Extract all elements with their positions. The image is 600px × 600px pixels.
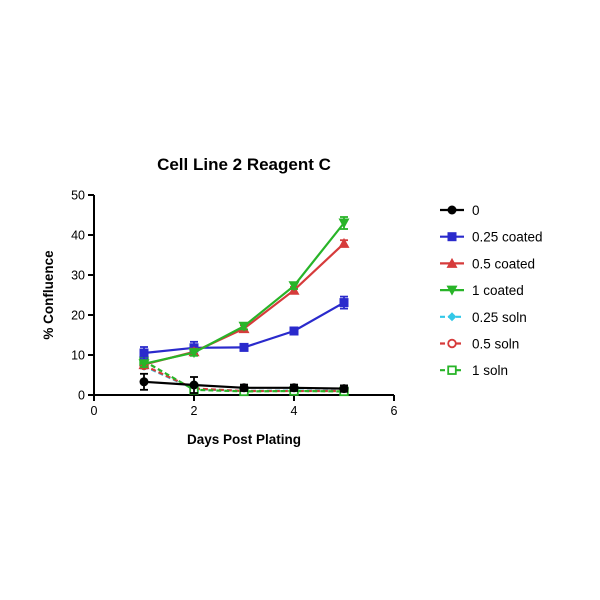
series-layer [138,216,350,397]
data-point [338,237,350,248]
data-point [138,359,150,370]
data-point [339,298,349,308]
y-tick-label: 40 [71,229,85,243]
data-point [288,281,300,292]
data-point [239,383,249,393]
legend-marker [447,312,457,322]
legend-marker [447,338,457,349]
legend-item-1-coated: 1 coated [440,283,524,298]
data-point [139,377,149,387]
series-1-coated [138,216,350,370]
y-tick-label: 30 [71,269,85,283]
y-tick-label: 50 [71,189,85,203]
legend-marker [446,257,458,268]
legend: 0 0.25 coated 0.5 coated 1 coated 0.25 soln 0… [440,203,543,378]
data-point [238,321,250,332]
data-point [339,384,349,394]
legend-item-1-soln: 1 soln [440,363,508,378]
series-0-25-coated [139,295,349,360]
legend-marker [446,285,458,296]
legend-label: 0 [472,203,480,218]
y-tick-label: 10 [71,349,85,363]
legend-label: 0.25 soln [472,310,527,325]
series-0 [139,372,349,394]
legend-item-0-25-coated: 0.25 coated [440,230,543,245]
legend-label: 1 soln [472,363,508,378]
legend-marker [447,232,457,242]
y-tick-label: 20 [71,309,85,323]
data-point [139,348,149,358]
data-point [188,348,200,359]
y-axis-label: % Confluence [41,250,56,340]
axes: 0 10 20 30 40 50 0 2 4 6 [71,189,397,419]
data-point [338,218,350,229]
x-tick-label: 0 [91,404,98,418]
legend-label: 0.5 coated [472,256,535,271]
series-line [143,222,345,365]
x-tick-label: 6 [391,404,398,418]
legend-item-0-5-coated: 0.5 coated [440,256,535,271]
legend-marker [447,205,457,215]
x-tick-label: 2 [191,404,198,418]
x-tick-label: 4 [291,404,298,418]
legend-item-0-5-soln: 0.5 soln [440,337,519,352]
data-point [189,380,199,390]
legend-item-0-25-soln: 0.25 soln [440,310,527,325]
chart-title: Cell Line 2 Reagent C [157,155,331,174]
legend-marker [447,365,457,375]
legend-item-0: 0 [440,203,480,218]
data-point [239,342,249,352]
y-tick-label: 0 [78,389,85,403]
data-point [289,383,299,393]
x-axis-label: Days Post Plating [187,432,301,447]
legend-label: 0.25 coated [472,230,543,245]
legend-label: 1 coated [472,283,524,298]
data-point [289,326,299,336]
legend-label: 0.5 soln [472,337,519,352]
